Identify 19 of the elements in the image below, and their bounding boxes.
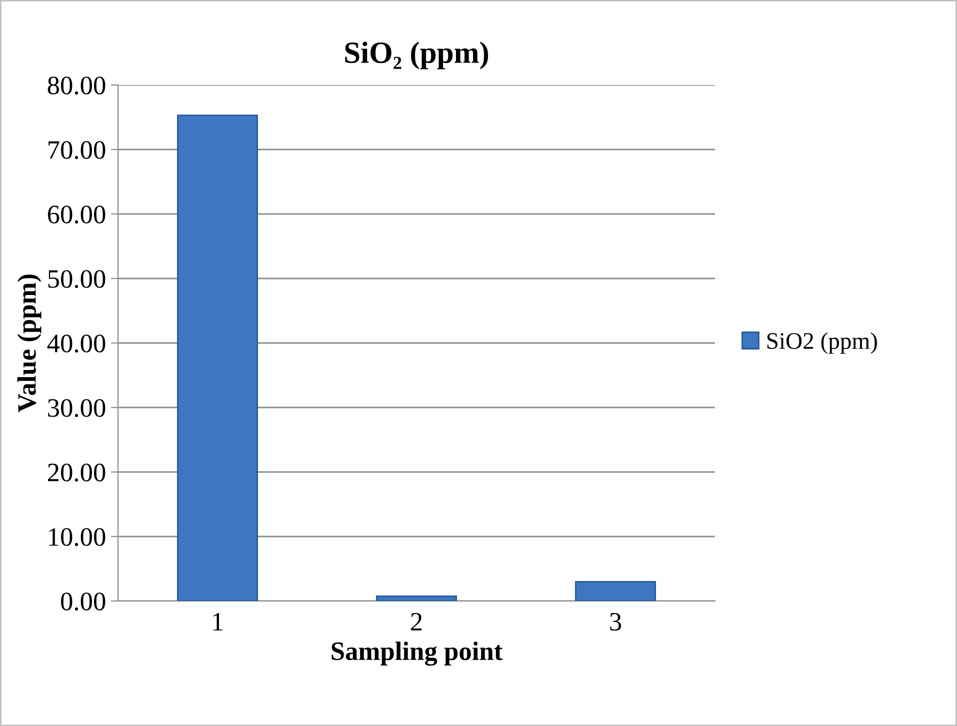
bar (575, 580, 656, 601)
y-tick-label: 80.00 (48, 76, 106, 95)
y-tick-label: 30.00 (48, 399, 106, 418)
chart-title: SiO₂ (ppm) (345, 42, 488, 70)
x-tick-label: 1 (213, 613, 223, 630)
y-tick-label: 10.00 (49, 528, 106, 546)
y-tick-label: 60.00 (48, 206, 106, 224)
x-tick-label: 2 (411, 612, 422, 630)
x-tick-label: 3 (610, 612, 622, 631)
y-tick-label: 70.00 (48, 141, 106, 160)
y-tick-label: 20.00 (48, 464, 106, 482)
y-tick-label: 0.00 (61, 592, 106, 611)
bar (376, 595, 457, 601)
legend-label: SiO2 (ppm) (767, 332, 877, 354)
y-tick-label: 40.00 (47, 334, 106, 353)
y-axis-title: Value (ppm) (17, 274, 42, 412)
y-tick-label: 50.00 (48, 270, 106, 288)
x-axis-title: Sampling point (332, 642, 503, 666)
bar (177, 114, 258, 601)
